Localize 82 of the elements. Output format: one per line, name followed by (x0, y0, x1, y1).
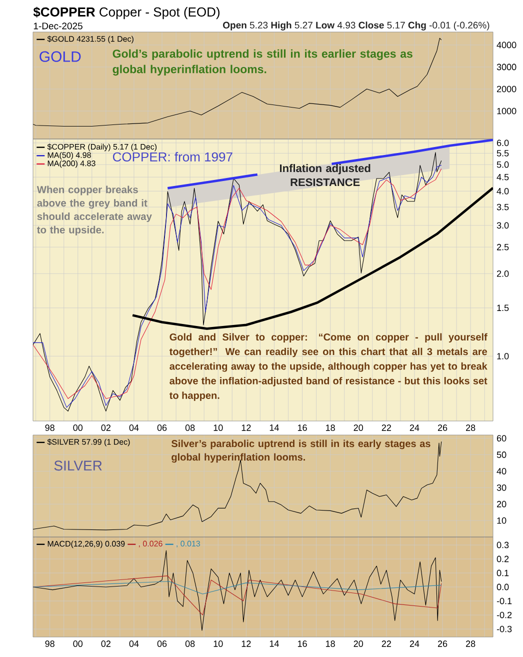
y-tick-label: 0.2 (496, 556, 509, 562)
legend-label: MACD(12,26,9) 0.039 (48, 540, 125, 548)
x-tick-label: 12 (242, 640, 251, 647)
x-tick-label: 10 (214, 640, 223, 647)
y-tick-label: 4000 (496, 42, 516, 48)
annotation: GOLD (40, 51, 81, 62)
line-series (33, 581, 442, 594)
x-tick-label: 26 (438, 424, 448, 431)
x-tick-label: 12 (242, 424, 251, 431)
y-tick-label: 30 (496, 484, 506, 491)
y-tick-label: 4.0 (496, 188, 509, 194)
annotation: Silver’s parabolic uptrend is still in its early stages as global hyperinflation looms. (171, 440, 430, 463)
x-tick-label: 04 (129, 424, 139, 431)
x-tick-label: 98 (45, 640, 54, 647)
y-tick-label: 1.0 (497, 352, 509, 360)
x-tick-label: 06 (157, 424, 167, 431)
x-tick-label: 20 (354, 424, 364, 431)
y-tick-label: -0.1 (496, 598, 512, 604)
x-tick-label: 26 (438, 640, 448, 647)
x-tick-label: 24 (410, 424, 420, 431)
x-tick-label: 06 (157, 640, 167, 647)
x-tick-label: 22 (382, 640, 391, 647)
chart-title: $COPPER Copper - Spot (EOD) (33, 6, 220, 20)
y-tick-label: 3.0 (496, 222, 509, 229)
x-tick-label: 08 (185, 640, 195, 647)
chart-subtitle: 1-Dec-2025 (34, 22, 82, 30)
annotation: Gold and Silver to copper: “Come on copper - pull yourself together!” We can readily see on this chart that all 3 metals are accelerating away to the upside, although copper has yet to break above the inflation-adjusted band of resistance - but this looks set to happen. (169, 333, 488, 401)
y-tick-label: 60 (496, 435, 506, 442)
x-tick-label: 16 (298, 424, 307, 431)
legend-label: $SILVER 57.99 (1 Dec) (47, 438, 130, 446)
y-tick-label: 20 (496, 500, 506, 508)
annotation: SILVER (54, 460, 102, 471)
x-tick-label: 00 (73, 424, 83, 431)
y-tick-label: 0.1 (496, 570, 509, 576)
y-tick-label: 2000 (496, 86, 516, 92)
legend-label: $COPPER (Daily) 5.17 (1 Dec) (47, 144, 157, 152)
y-tick-label: 0.0 (496, 584, 509, 590)
x-tick-label: 02 (101, 424, 110, 431)
x-tick-label: 28 (466, 640, 476, 647)
annotation: COPPER: from 1997 (112, 152, 232, 162)
legend-label: , 0.013 (176, 540, 200, 548)
y-tick-label: 3.5 (496, 204, 509, 210)
legend-label: , 0.026 (138, 540, 162, 548)
legend-label: $GOLD 4231.55 (1 Dec) (47, 36, 134, 44)
y-tick-label: 10 (497, 517, 506, 524)
line-series (33, 550, 442, 631)
y-tick-label: 1.5 (497, 304, 509, 312)
annotation: Inflation adjusted RESISTANCE (280, 164, 370, 186)
text: Open 5.23 High 5.27 Low 4.93 Close 5.17 Chg -0.01 (-0.26%) (223, 22, 490, 30)
x-tick-label: 14 (270, 640, 279, 647)
x-tick-label: 28 (466, 424, 476, 431)
x-tick-label: 16 (298, 640, 307, 647)
x-tick-label: 22 (382, 424, 391, 431)
legend-label: MA(200) 4.83 (48, 160, 96, 168)
y-tick-label: 50 (496, 452, 506, 458)
y-tick-label: -0.2 (496, 612, 512, 618)
y-tick-label: 3000 (496, 64, 516, 70)
y-tick-label: 5.5 (496, 150, 509, 156)
y-tick-label: 2.0 (496, 270, 509, 277)
y-tick-label: 5.0 (496, 161, 509, 168)
line-series (33, 38, 442, 127)
annotation: Gold’s parabolic uptrend is still in its earlier stages as global hyperinflation looms. (112, 49, 412, 76)
y-tick-label: 4.5 (496, 174, 509, 180)
x-tick-label: 98 (45, 424, 54, 431)
x-tick-label: 02 (101, 640, 110, 647)
y-tick-label: 6.0 (496, 140, 509, 146)
annotation: When copper breaks above the grey band it should accelerate away to the upside. (36, 186, 152, 236)
x-tick-label: 00 (73, 640, 83, 647)
x-tick-label: 18 (326, 424, 335, 431)
y-tick-label: -0.3 (496, 626, 512, 632)
x-tick-label: 18 (326, 640, 335, 647)
x-tick-label: 08 (185, 424, 195, 431)
x-tick-label: 24 (410, 640, 420, 647)
y-tick-label: 2.5 (496, 244, 509, 250)
x-tick-label: 04 (129, 640, 139, 647)
y-tick-label: 0.3 (496, 542, 509, 548)
x-tick-label: 20 (354, 640, 364, 647)
x-tick-label: 10 (214, 424, 223, 431)
y-tick-label: 1000 (497, 108, 516, 114)
legend-label: MA(50) 4.98 (48, 152, 91, 160)
y-tick-label: 40 (496, 468, 506, 474)
x-tick-label: 14 (270, 424, 279, 431)
